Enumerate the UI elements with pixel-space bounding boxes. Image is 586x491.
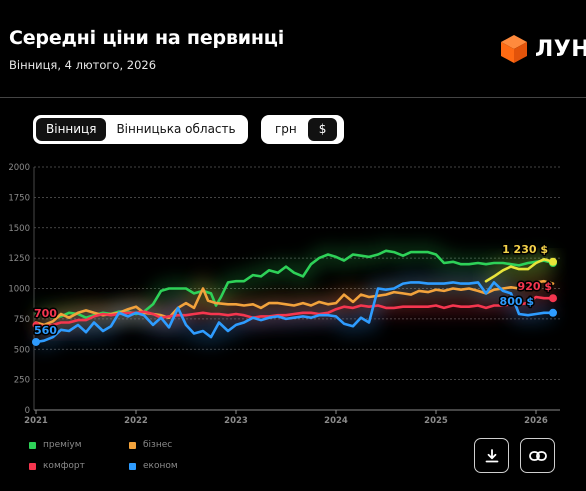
y-tick-label: 2000 bbox=[8, 163, 30, 173]
data-label: 800 $ bbox=[500, 295, 534, 308]
region-option-oblast[interactable]: Вінницька область bbox=[116, 122, 236, 136]
data-label: 1 230 $ bbox=[502, 243, 548, 256]
legend-item-comfort[interactable]: комфорт bbox=[29, 461, 85, 471]
x-tick-label: 2025 bbox=[424, 416, 448, 426]
series-line-yellow bbox=[484, 258, 555, 283]
legend-swatch bbox=[29, 441, 36, 449]
currency-option-usd[interactable]: $ bbox=[307, 118, 338, 141]
y-tick-label: 1000 bbox=[8, 285, 30, 295]
page-title: Середні ціни на первинці bbox=[9, 27, 285, 49]
download-button[interactable] bbox=[474, 438, 509, 473]
copy-link-button[interactable] bbox=[520, 438, 555, 473]
link-icon bbox=[528, 450, 547, 461]
currency-toggle: грн $ bbox=[261, 115, 344, 144]
x-tick-label: 2022 bbox=[124, 416, 148, 426]
data-label: 920 $ bbox=[518, 280, 552, 293]
legend-item-premium[interactable]: преміум bbox=[29, 440, 82, 450]
y-tick-label: 250 bbox=[14, 376, 30, 386]
x-tick-label: 2026 bbox=[524, 416, 548, 426]
y-tick-label: 0 bbox=[25, 406, 30, 416]
y-tick-label: 750 bbox=[14, 315, 30, 325]
data-label-halo: 700 bbox=[34, 307, 57, 320]
x-tick-label: 2023 bbox=[224, 416, 248, 426]
data-label-halo: 920 $ bbox=[518, 280, 552, 293]
series-start-point bbox=[32, 337, 40, 346]
y-tick-label: 1750 bbox=[8, 193, 30, 203]
series-end-point bbox=[549, 257, 557, 266]
region-toggle: Вінниця Вінницька область bbox=[33, 115, 248, 144]
data-label-halo: 800 $ bbox=[500, 295, 534, 308]
download-icon bbox=[485, 448, 498, 462]
x-tick-label: 2021 bbox=[24, 416, 48, 426]
data-label: 700 bbox=[34, 307, 57, 320]
x-tick-label: 2024 bbox=[324, 416, 348, 426]
series-end-point bbox=[549, 294, 557, 303]
logo-text: ЛУН bbox=[535, 36, 586, 62]
data-label-halo: 560 bbox=[34, 324, 57, 337]
region-option-city[interactable]: Вінниця bbox=[36, 118, 107, 141]
legend-item-business[interactable]: бізнес bbox=[129, 440, 172, 450]
page-subtitle: Вінниця, 4 лютого, 2026 bbox=[9, 58, 157, 72]
header-divider bbox=[0, 97, 586, 98]
legend-label: преміум bbox=[43, 440, 82, 450]
lun-cube-icon bbox=[501, 35, 527, 63]
logo[interactable]: ЛУН bbox=[500, 34, 586, 64]
series-start-point bbox=[32, 321, 40, 329]
legend-swatch bbox=[129, 462, 136, 470]
y-tick-label: 500 bbox=[14, 345, 30, 355]
legend-item-econom[interactable]: економ bbox=[129, 461, 178, 471]
series-line-економ bbox=[34, 281, 555, 344]
y-tick-label: 1500 bbox=[8, 224, 30, 234]
y-tick-label: 1250 bbox=[8, 254, 30, 264]
data-label-halo: 1 230 $ bbox=[502, 243, 548, 256]
legend-label: бізнес bbox=[143, 440, 173, 450]
currency-option-uah[interactable]: грн bbox=[275, 122, 297, 136]
legend-label: економ bbox=[143, 461, 178, 471]
series-line-бізнес bbox=[34, 279, 555, 327]
legend-swatch bbox=[29, 462, 36, 470]
data-label: 560 bbox=[34, 324, 57, 337]
legend-swatch bbox=[129, 441, 136, 449]
series-end-point bbox=[549, 308, 557, 317]
legend-label: комфорт bbox=[43, 461, 85, 471]
